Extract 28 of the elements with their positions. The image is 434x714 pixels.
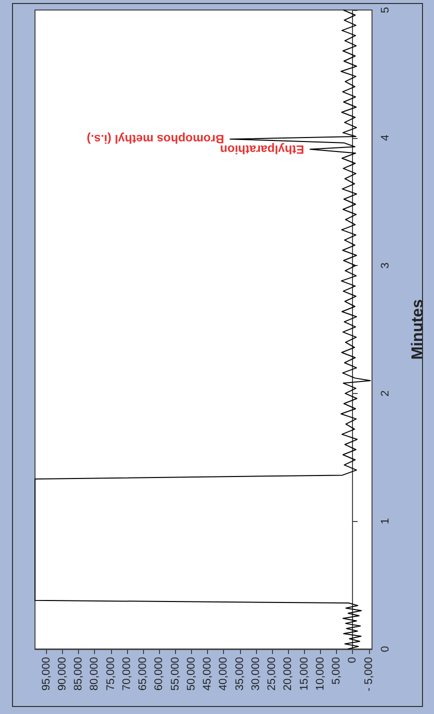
x-tick-label: 20,000 bbox=[282, 657, 294, 691]
y-tick-label: 1 bbox=[380, 518, 392, 524]
x-tick-label: 80,000 bbox=[88, 657, 101, 691]
x-tick-label: - 5,000 bbox=[362, 657, 375, 692]
x-tick-label: 85,000 bbox=[72, 657, 85, 691]
x-tick-label: 75,000 bbox=[104, 657, 117, 691]
x-tick-label: 15,000 bbox=[298, 657, 310, 691]
x-tick-label: 35,000 bbox=[234, 657, 246, 691]
x-tick-label: 70,000 bbox=[120, 657, 133, 691]
x-tick-label: 0 bbox=[346, 657, 359, 664]
y-tick-label: 4 bbox=[380, 134, 392, 141]
x-tick-label: 60,000 bbox=[153, 657, 166, 691]
y-axis-title: Minutes bbox=[410, 299, 426, 360]
x-tick-label: 55,000 bbox=[169, 657, 182, 691]
x-tick-label: 90,000 bbox=[56, 657, 68, 691]
y-tick-label: 2 bbox=[380, 390, 392, 396]
x-tick-label: 10,000 bbox=[314, 657, 326, 691]
y-tick-label: 0 bbox=[380, 646, 392, 652]
y-tick-label: 3 bbox=[380, 262, 392, 269]
x-tick-label: 25,000 bbox=[266, 657, 278, 691]
x-tick-label: 5,000 bbox=[330, 657, 343, 685]
x-tick-label: 50,000 bbox=[185, 657, 198, 691]
x-tick-label: 95,000 bbox=[40, 657, 52, 691]
x-tick-label: 65,000 bbox=[137, 657, 150, 691]
y-tick-label: 5 bbox=[380, 6, 392, 14]
x-tick-label: 45,000 bbox=[202, 657, 214, 691]
x-tick-label: 40,000 bbox=[218, 657, 230, 691]
x-tick-label: 30,000 bbox=[250, 657, 262, 691]
